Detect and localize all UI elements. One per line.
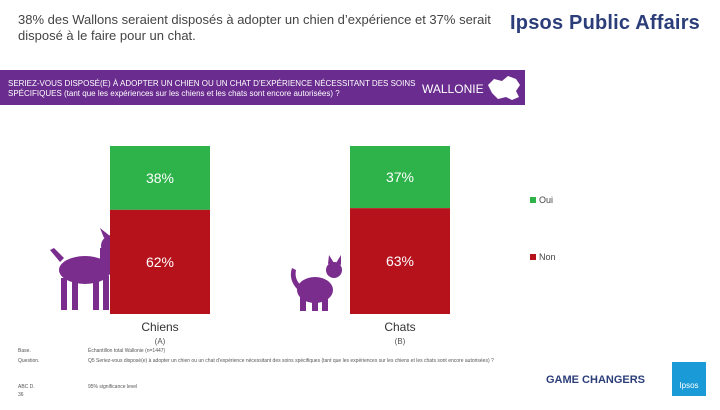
category-code-b: (B) [394,337,406,346]
legend-label-oui: Oui [539,195,554,205]
footer-abc-text: 95% significance level [88,384,138,390]
footer-base-label: Base. [18,348,31,354]
legend-swatch-non [530,254,536,260]
game-changers-tagline: GAME CHANGERS [546,374,646,386]
footer-abc-label: ABC D. [18,384,35,390]
ipsos-logo: Ipsos [672,362,706,396]
banner-question: SERIEZ-VOUS DISPOSÉ(E) À ADOPTER UN CHIE… [8,79,416,98]
wallonia-map-icon [488,76,520,100]
data-label-oui-chiens: 38% [146,170,174,186]
bar-non-chats [350,208,450,314]
cat-icon [290,255,342,311]
data-label-non-chiens: 62% [146,254,174,270]
question-banner: SERIEZ-VOUS DISPOSÉ(E) À ADOPTER UN CHIE… [0,70,525,105]
legend-label-non: Non [539,252,556,262]
bar-oui-chiens [110,146,210,210]
legend-swatch-oui [530,197,536,203]
page-headline: 38% des Wallons seraient disposés à adop… [18,12,491,43]
footer-base-text: Échantillon total Wallonie (n=1447) [88,348,166,354]
legend-item-non: Non [530,252,556,262]
bar-oui-chats [350,146,450,209]
bars-group: 38% 62% 37% 63% [110,146,450,314]
data-label-non-chats: 63% [386,253,414,269]
category-label-chiens: Chiens [141,320,179,334]
category-label-chats: Chats [384,320,416,334]
page-number: 36 [18,392,24,398]
banner-region: WALLONIE [422,82,484,96]
footer-question-text: Q5 Seriez-vous disposé(e) à adopter un c… [88,358,494,364]
data-label-oui-chats: 37% [386,169,414,185]
brand-logo: Ipsos Public Affairs [510,12,700,34]
footer-question-label: Question. [18,358,40,364]
bar-non-chiens [110,209,210,314]
legend-item-oui: Oui [530,195,553,205]
category-code-a: (A) [154,337,166,346]
